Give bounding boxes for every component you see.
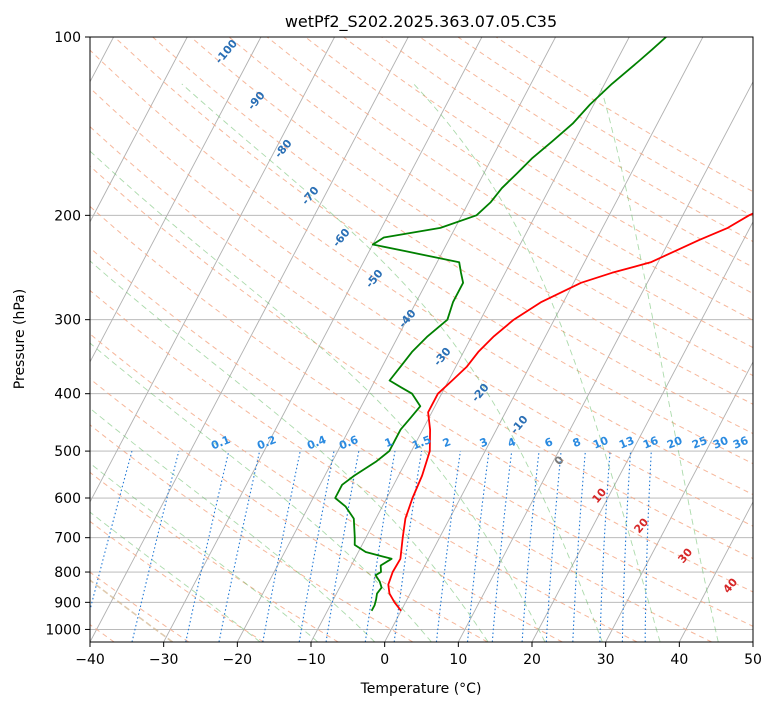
mixing-ratio-label: 1 [383, 435, 395, 450]
moist-adiabat [181, 83, 603, 642]
dry-adiabat [90, 247, 712, 642]
dry-adiabat [90, 87, 753, 527]
dry-adiabat [228, 37, 753, 377]
isotherm-line [384, 37, 704, 642]
mixing-ratio-label: 2 [441, 435, 453, 450]
dry-adiabat [90, 165, 753, 593]
mixing-ratio-label: 8 [571, 435, 583, 450]
x-tick-label: 30 [597, 652, 615, 668]
moist-adiabat [599, 83, 719, 642]
x-tick-label: −30 [149, 652, 179, 668]
y-tick-label: 600 [54, 491, 81, 507]
dewpoint-profile-line [334, 37, 667, 612]
mixing-ratio-label: 13 [617, 434, 636, 452]
y-tick-label: 200 [54, 208, 81, 224]
x-axis-label: Temperature (°C) [360, 681, 482, 697]
mixing-ratio-label: 3 [478, 435, 490, 450]
moist-adiabat [90, 150, 546, 642]
x-tick-label: 20 [523, 652, 541, 668]
dry-adiabat [90, 126, 753, 560]
x-tick-label: −20 [223, 652, 253, 668]
y-tick-label: 700 [54, 531, 81, 547]
mixing-ratio-label: 36 [731, 434, 750, 452]
plot-area [90, 37, 753, 642]
y-tick-label: 900 [54, 595, 81, 611]
reference-adiabat [90, 579, 174, 642]
mixing-ratio-label: 25 [690, 434, 709, 452]
x-tick-label: −40 [75, 652, 105, 668]
dry-adiabat [90, 378, 488, 642]
y-axis-label: Pressure (hPa) [12, 289, 28, 389]
mixing-ratio-line [185, 450, 230, 642]
isotherm-line [605, 360, 753, 642]
dry-adiabat [90, 49, 753, 496]
x-tick-label: 40 [670, 652, 688, 668]
isotherm-line [90, 37, 409, 642]
y-tick-label: 1000 [45, 622, 81, 638]
mixing-ratio-line [466, 451, 490, 642]
x-tick-label: 50 [744, 652, 762, 668]
isotherm-line [163, 37, 483, 642]
isotherm-line [531, 220, 753, 642]
plot-frame [89, 36, 754, 643]
y-tick-label: 500 [54, 444, 81, 460]
x-tick-label: −10 [296, 652, 326, 668]
chart-title: wetPf2_S202.2025.363.07.05.C35 [285, 12, 557, 32]
dry-adiabat [90, 424, 414, 642]
moist-adiabat [90, 407, 376, 642]
sounding-series [334, 37, 753, 612]
isotherm-line [90, 37, 188, 223]
isotherm-line [457, 80, 753, 642]
y-axis-ticks: 100 200 300 400 500 600 700 800 900 1000 [45, 30, 90, 638]
moist-adiabat [90, 342, 432, 642]
mixing-ratio-line [435, 451, 461, 642]
moist-adiabat [90, 462, 319, 642]
dry-adiabat [90, 520, 264, 642]
mixing-ratio-label: 16 [641, 434, 660, 452]
temperature-profile-line [387, 212, 753, 612]
mixing-ratio-label: 30 [711, 434, 730, 452]
dry-adiabat [90, 205, 753, 627]
isotherm-line [236, 37, 556, 642]
mixing-ratio-line [218, 450, 261, 642]
isotherm-line [90, 37, 262, 363]
mixing-ratio-line [521, 451, 540, 642]
mixing-ratio-line [90, 450, 133, 613]
mixing-ratio-label: 10 [591, 434, 610, 452]
y-tick-label: 400 [54, 387, 81, 403]
y-tick-label: 300 [54, 313, 81, 329]
mixing-ratio-line [491, 451, 513, 642]
mixing-ratio-line [131, 450, 180, 642]
dry-adiabat [90, 571, 190, 642]
mixing-ratio-line [545, 451, 562, 642]
isotherm-line [678, 500, 753, 642]
dry-adiabat [304, 37, 753, 321]
x-tick-label: 0 [380, 652, 389, 668]
isotherm-line [90, 37, 335, 503]
x-axis-ticks: −40 −30 −20 −10 0 10 20 30 40 50 [75, 642, 762, 668]
mixing-ratio-line [364, 451, 396, 642]
moist-adiabat [90, 260, 489, 642]
x-tick-label: 10 [449, 652, 467, 668]
y-tick-label: 800 [54, 565, 81, 581]
y-tick-label: 100 [54, 30, 81, 46]
dry-adiabat [152, 37, 753, 435]
mixing-ratio-label: 20 [665, 434, 684, 452]
dry-adiabat [90, 333, 563, 642]
